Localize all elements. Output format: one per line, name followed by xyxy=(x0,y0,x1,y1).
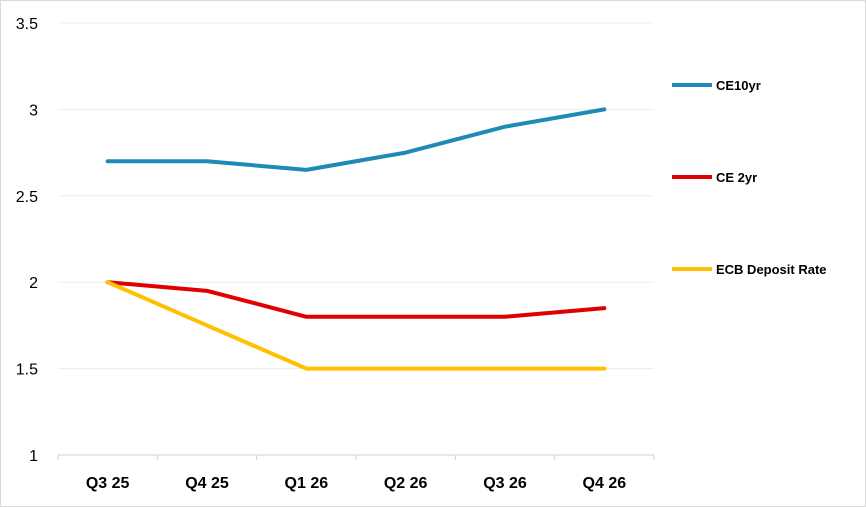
legend: CE10yr CE 2yr ECB Deposit Rate xyxy=(672,78,827,277)
series-line xyxy=(105,280,607,371)
axes: 1 1.5 2 2.5 3 3.5 Q3 25 Q4 25 Q1 26 Q2 26 Q3 26 Q4 … xyxy=(16,16,655,492)
y-tick-label: 2 xyxy=(29,275,38,292)
x-tick-label: Q4 26 xyxy=(583,475,627,492)
y-tick-label: 2.5 xyxy=(16,189,38,206)
y-tick-label: 3.5 xyxy=(16,16,38,33)
x-tick-label: Q1 26 xyxy=(285,475,329,492)
legend-label: CE10yr xyxy=(716,78,761,93)
series-line xyxy=(105,107,607,172)
y-tick-label: 1 xyxy=(29,448,38,465)
x-tick-label: Q2 26 xyxy=(384,475,428,492)
series-lines xyxy=(105,107,607,371)
legend-label: CE 2yr xyxy=(716,170,757,185)
x-tick-label: Q3 25 xyxy=(86,475,130,492)
y-tick-label: 3 xyxy=(29,102,38,119)
series-line xyxy=(105,280,607,319)
y-tick-label: 1.5 xyxy=(16,362,38,379)
x-tick-label: Q4 25 xyxy=(185,475,229,492)
x-tick-label: Q3 26 xyxy=(483,475,527,492)
legend-label: ECB Deposit Rate xyxy=(716,262,827,277)
